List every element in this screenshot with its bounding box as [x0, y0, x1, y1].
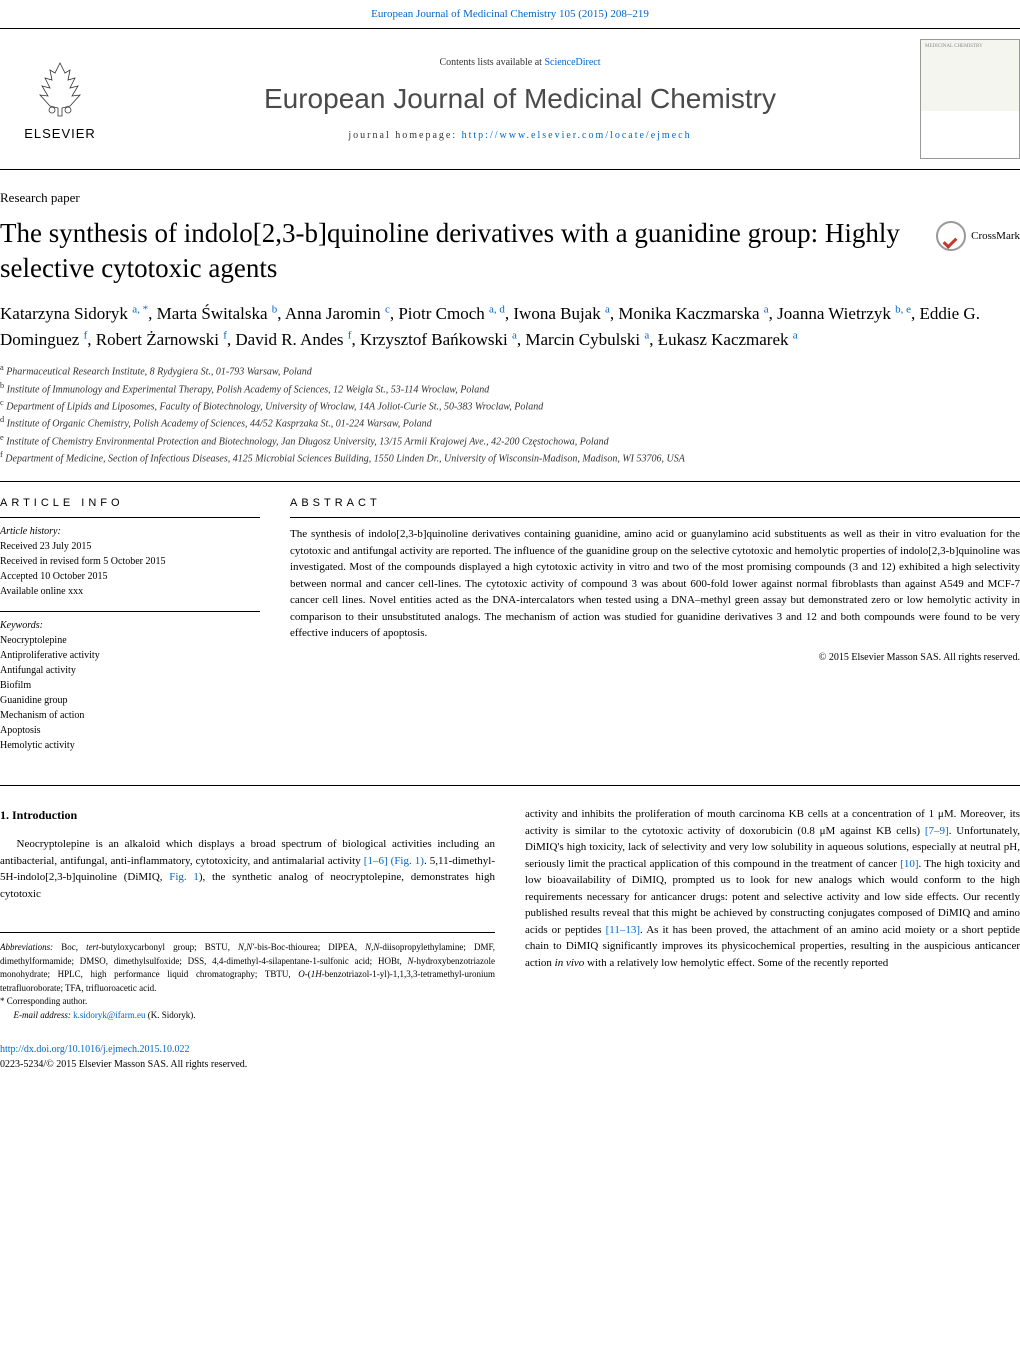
doi-footer: http://dx.doi.org/10.1016/j.ejmech.2015.… [0, 1042, 1020, 1072]
keyword-item: Antifungal activity [0, 663, 260, 678]
email-footnote: E-mail address: k.sidoryk@ifarm.eu (K. S… [0, 1009, 495, 1023]
elsevier-tree-icon [30, 58, 90, 118]
title-row: The synthesis of indolo[2,3-b]quinoline … [0, 216, 1020, 286]
section-heading-intro: 1. Introduction [0, 806, 495, 824]
contents-list-line: Contents lists available at ScienceDirec… [120, 57, 920, 68]
abstract-panel: ABSTRACT The synthesis of indolo[2,3-b]q… [290, 497, 1020, 765]
publisher-name: ELSEVIER [0, 126, 120, 141]
history-line: Accepted 10 October 2015 [0, 569, 260, 584]
info-abstract-row: ARTICLE INFO Article history: Received 2… [0, 497, 1020, 765]
affiliations-list: a Pharmaceutical Research Institute, 8 R… [0, 362, 1020, 466]
journal-center: Contents lists available at ScienceDirec… [120, 57, 920, 141]
affiliation-item: d Institute of Organic Chemistry, Polish… [0, 414, 1020, 431]
keyword-item: Neocryptolepine [0, 633, 260, 648]
email-suffix: (K. Sidoryk). [145, 1010, 195, 1020]
email-link[interactable]: k.sidoryk@ifarm.eu [73, 1010, 145, 1020]
column-right: activity and inhibits the proliferation … [525, 806, 1020, 1022]
divider [0, 481, 1020, 482]
crossmark-icon [936, 221, 966, 251]
article-info-panel: ARTICLE INFO Article history: Received 2… [0, 497, 260, 765]
article-info-header: ARTICLE INFO [0, 497, 260, 509]
journal-title: European Journal of Medicinal Chemistry [120, 83, 920, 115]
article-history-block: Article history: Received 23 July 2015Re… [0, 517, 260, 599]
homepage-link[interactable]: http://www.elsevier.com/locate/ejmech [462, 130, 692, 141]
citation-bar: European Journal of Medicinal Chemistry … [0, 0, 1020, 28]
abstract-header: ABSTRACT [290, 497, 1020, 509]
divider [0, 785, 1020, 786]
affiliation-item: b Institute of Immunology and Experiment… [0, 380, 1020, 397]
authors-list: Katarzyna Sidoryk a, *, Marta Świtalska … [0, 301, 1020, 352]
homepage-prefix: journal homepage: [348, 130, 461, 141]
affiliation-item: c Department of Lipids and Liposomes, Fa… [0, 397, 1020, 414]
affiliation-item: f Department of Medicine, Section of Inf… [0, 449, 1020, 466]
history-line: Received in revised form 5 October 2015 [0, 554, 260, 569]
corresponding-author-footnote: * Corresponding author. [0, 995, 495, 1009]
contents-prefix: Contents lists available at [439, 57, 544, 68]
footnotes-block: Abbreviations: Boc, tert-butyloxycarbony… [0, 932, 495, 1022]
doi-link[interactable]: http://dx.doi.org/10.1016/j.ejmech.2015.… [0, 1044, 190, 1055]
keyword-item: Apoptosis [0, 723, 260, 738]
body-columns: 1. Introduction Neocryptolepine is an al… [0, 806, 1020, 1022]
citation-link[interactable]: European Journal of Medicinal Chemistry … [371, 8, 649, 20]
keyword-item: Hemolytic activity [0, 738, 260, 753]
copyright-line: © 2015 Elsevier Masson SAS. All rights r… [290, 652, 1020, 663]
keyword-item: Antiproliferative activity [0, 648, 260, 663]
keywords-block: Keywords: NeocryptolepineAntiproliferati… [0, 611, 260, 753]
publisher-logo: ELSEVIER [0, 58, 120, 141]
keyword-item: Guanidine group [0, 693, 260, 708]
issn-line: 0223-5234/© 2015 Elsevier Masson SAS. Al… [0, 1059, 247, 1070]
crossmark-badge[interactable]: CrossMark [936, 221, 1020, 251]
history-line: Received 23 July 2015 [0, 539, 260, 554]
journal-header: ELSEVIER Contents lists available at Sci… [0, 28, 1020, 170]
keyword-item: Biofilm [0, 678, 260, 693]
intro-para-2: activity and inhibits the proliferation … [525, 806, 1020, 971]
abbreviations-footnote: Abbreviations: Boc, tert-butyloxycarbony… [0, 941, 495, 995]
abstract-text: The synthesis of indolo[2,3-b]quinoline … [290, 517, 1020, 642]
keywords-label: Keywords: [0, 618, 260, 633]
journal-cover-thumbnail: MEDICINAL CHEMISTRY [920, 39, 1020, 159]
history-line: Available online xxx [0, 584, 260, 599]
column-left: 1. Introduction Neocryptolepine is an al… [0, 806, 495, 1022]
affiliation-item: e Institute of Chemistry Environmental P… [0, 432, 1020, 449]
paper-type: Research paper [0, 190, 1020, 206]
sciencedirect-link[interactable]: ScienceDirect [544, 57, 600, 68]
email-label: E-mail address: [14, 1010, 74, 1020]
crossmark-label: CrossMark [971, 230, 1020, 242]
history-label: Article history: [0, 524, 260, 539]
keyword-item: Mechanism of action [0, 708, 260, 723]
intro-para-1: Neocryptolepine is an alkaloid which dis… [0, 836, 495, 902]
affiliation-item: a Pharmaceutical Research Institute, 8 R… [0, 362, 1020, 379]
paper-title: The synthesis of indolo[2,3-b]quinoline … [0, 216, 916, 286]
journal-homepage-line: journal homepage: http://www.elsevier.co… [120, 130, 920, 141]
